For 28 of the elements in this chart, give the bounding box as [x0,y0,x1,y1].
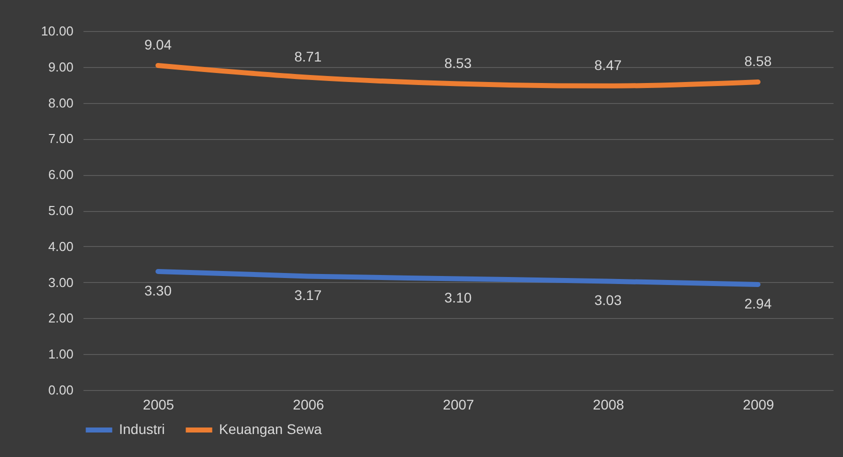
y-tick-label: 2.00 [48,310,74,326]
legend-label: Industri [119,421,165,437]
data-label: 8.71 [294,48,322,64]
data-label: 3.17 [294,287,322,304]
y-tick-label: 10.00 [40,24,74,38]
data-label: 8.58 [744,52,772,69]
y-tick-label: 1.00 [48,346,74,362]
x-tick-label: 2007 [442,396,474,412]
x-tick-label: 2009 [742,396,774,412]
data-label: 3.03 [594,292,622,308]
data-label: 9.04 [144,36,172,52]
data-label: 8.47 [594,56,622,73]
y-tick-label: 9.00 [48,59,74,74]
y-tick-label: 7.00 [48,131,74,146]
data-label: 8.53 [444,54,472,71]
x-tick-label: 2006 [292,396,324,412]
y-tick-label: 3.00 [48,274,74,290]
y-tick-label: 6.00 [48,167,74,182]
x-tick-label: 2005 [142,396,174,412]
x-tick-label: 2008 [592,396,624,412]
y-tick-label: 0.00 [48,382,74,398]
y-tick-label: 4.00 [48,238,74,254]
data-label: 3.30 [144,282,172,299]
legend-label: Keuangan Sewa [219,421,322,437]
y-tick-label: 8.00 [48,95,74,110]
data-label: 2.94 [744,295,772,312]
y-tick-label: 5.00 [48,203,74,218]
data-label: 3.10 [444,290,472,306]
